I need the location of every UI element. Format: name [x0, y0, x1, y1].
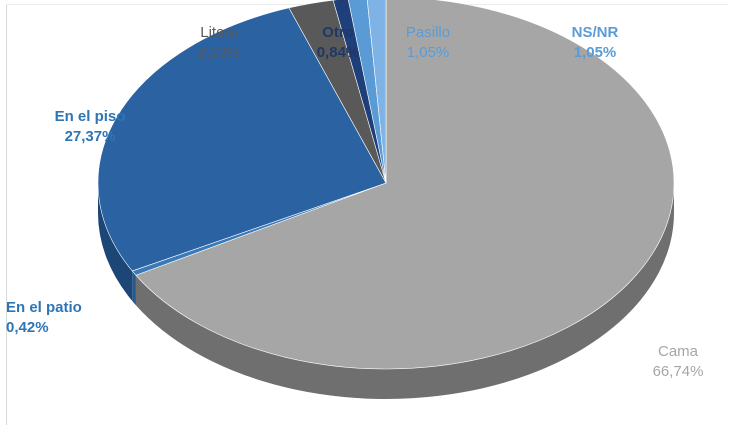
pie-sides: [98, 183, 674, 400]
slice-label-en-el-patio-value: 0,42%: [6, 319, 49, 336]
slice-label-otro-value: 0,84%: [316, 44, 360, 61]
pie-slice-cama: [135, 0, 675, 370]
slice-label-ns-nr-value: 1,05%: [573, 44, 617, 61]
slice-label-pasillo: Pasillo 1,05%: [394, 23, 462, 63]
slice-label-litera-value: 2,53%: [197, 44, 241, 61]
slice-label-cama-value: 66,74%: [652, 363, 704, 380]
slice-label-cama: Cama 66,74%: [634, 342, 722, 382]
slice-label-en-el-piso-name: En el piso: [54, 108, 126, 125]
slice-label-pasillo-value: 1,05%: [406, 44, 450, 61]
slice-label-litera: Litera 2,53%: [186, 23, 252, 63]
pie-side-cama: [135, 183, 674, 400]
slice-label-otro-name: Otro: [322, 24, 354, 41]
slice-label-otro: Otro 0,84%: [306, 23, 370, 63]
slice-label-cama-name: Cama: [657, 343, 698, 360]
slice-label-litera-name: Litera: [200, 24, 238, 41]
slice-label-ns-nr-name: NS/NR: [571, 24, 619, 41]
pie-slice-en-el-piso: [97, 7, 387, 272]
slice-label-en-el-piso-value: 27,37%: [64, 128, 116, 145]
slice-label-pasillo-name: Pasillo: [405, 24, 451, 41]
pie-side-en-el-piso: [98, 183, 133, 301]
slice-label-en-el-patio: En el patio 0,42%: [6, 298, 102, 338]
slice-label-en-el-patio-name: En el patio: [6, 299, 82, 316]
pie-slice-pasillo: [348, 0, 387, 184]
pie-tops: [97, 0, 675, 370]
slice-label-en-el-piso: En el piso 27,37%: [40, 107, 140, 147]
pie-slice-ns-nr: [366, 0, 387, 184]
slice-label-ns-nr: NS/NR 1,05%: [560, 23, 630, 63]
pie-slice-otro: [332, 0, 387, 184]
pie-side-en-el-patio: [132, 270, 136, 306]
